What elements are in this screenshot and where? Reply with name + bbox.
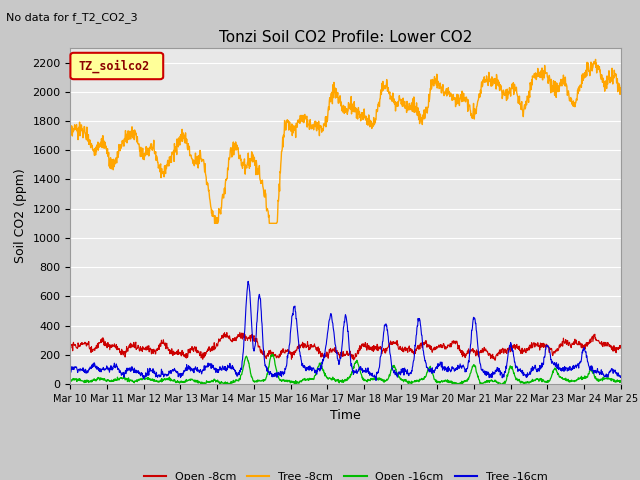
Line: Tree -16cm: Tree -16cm [70, 281, 621, 381]
Tree -8cm [617, 85, 625, 91]
Tree -16cm [175, 372, 183, 377]
Open -16cm [552, 367, 560, 372]
Open -16cm [617, 379, 625, 385]
Open -8cm [175, 350, 183, 356]
Tree -8cm [189, 160, 196, 166]
Open -8cm [504, 346, 511, 351]
Tree -16cm [552, 362, 560, 368]
Tree -8cm [251, 162, 259, 168]
Tree -16cm [504, 356, 511, 361]
Open -16cm [189, 377, 196, 383]
Tree -16cm [67, 368, 74, 373]
Open -16cm [432, 379, 440, 384]
Tree -8cm [431, 77, 439, 83]
Open -16cm [269, 351, 276, 357]
Tree -8cm [552, 80, 559, 85]
Open -8cm [617, 343, 625, 348]
Line: Tree -8cm: Tree -8cm [70, 60, 621, 223]
Text: TZ_soilco2: TZ_soilco2 [79, 60, 150, 72]
Text: No data for f_T2_CO2_3: No data for f_T2_CO2_3 [6, 12, 138, 23]
Open -16cm [175, 380, 183, 386]
Line: Open -8cm: Open -8cm [70, 332, 621, 360]
Legend: Open -8cm, Tree -8cm, Open -16cm, Tree -16cm: Open -8cm, Tree -8cm, Open -16cm, Tree -… [139, 467, 552, 480]
Tree -16cm [244, 278, 252, 284]
Open -16cm [251, 378, 259, 384]
Open -8cm [491, 358, 499, 363]
Open -8cm [236, 329, 244, 335]
Open -16cm [67, 378, 74, 384]
Open -8cm [251, 336, 259, 342]
Tree -8cm [504, 86, 511, 92]
Open -16cm [504, 373, 511, 379]
Tree -16cm [251, 344, 259, 350]
Tree -8cm [67, 128, 74, 133]
Tree -16cm [189, 368, 196, 374]
Y-axis label: Soil CO2 (ppm): Soil CO2 (ppm) [14, 168, 27, 264]
Tree -8cm [592, 57, 600, 62]
X-axis label: Time: Time [330, 409, 361, 422]
Tree -8cm [175, 137, 183, 143]
Line: Open -16cm: Open -16cm [70, 354, 621, 384]
Tree -16cm [372, 378, 380, 384]
Open -8cm [431, 347, 439, 352]
Open -8cm [67, 344, 74, 349]
Open -8cm [189, 345, 196, 350]
Tree -16cm [617, 373, 625, 379]
Tree -8cm [211, 220, 218, 226]
Open -8cm [552, 348, 560, 354]
Tree -16cm [432, 365, 440, 371]
Open -16cm [198, 381, 206, 387]
Title: Tonzi Soil CO2 Profile: Lower CO2: Tonzi Soil CO2 Profile: Lower CO2 [219, 30, 472, 46]
